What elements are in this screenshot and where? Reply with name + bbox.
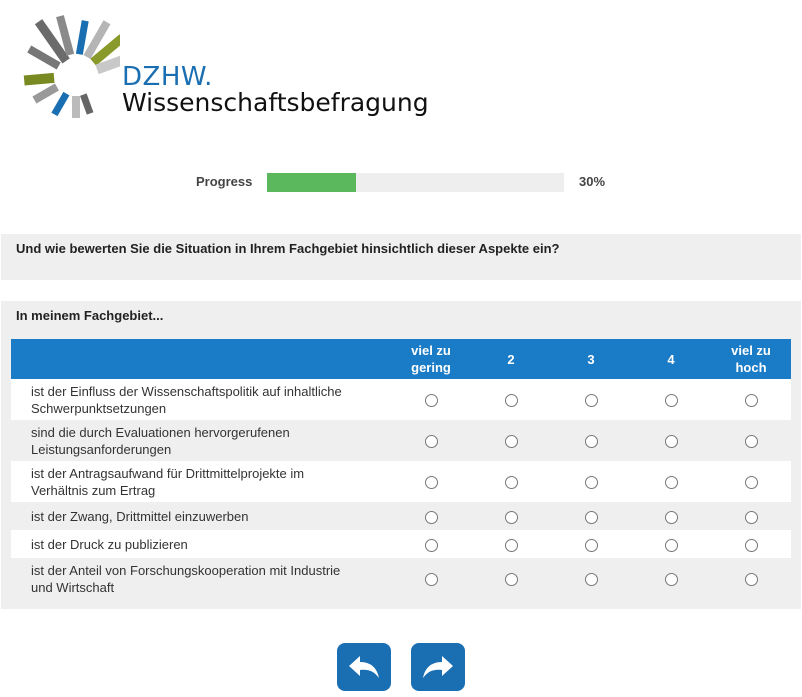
progress-track [267, 173, 564, 192]
column-header-1-line2: gering [411, 360, 451, 375]
progress-indicator: Progress 30% [196, 172, 616, 192]
statement-2-line2: Leistungsanforderungen [31, 441, 172, 457]
radio-option[interactable] [424, 538, 438, 552]
statement-1-line1: ist der Einfluss der Wissenschaftspoliti… [31, 383, 342, 399]
dzhw-logo: DZHW. Wissenschaftsbefragung [20, 8, 429, 120]
matrix-heading: In meinem Fachgebiet... [16, 308, 164, 323]
column-header-5: viel zu hoch [711, 339, 791, 379]
table-row: ist der Antragsaufwand für Drittmittelpr… [11, 461, 791, 502]
table-row: ist der Druck zu publizieren [11, 530, 791, 558]
radio-option[interactable] [744, 573, 758, 587]
statement-2: sind die durch Evaluationen hervorgerufe… [11, 420, 391, 461]
statement-4: ist der Zwang, Drittmittel einzuwerben [11, 502, 391, 530]
radio-option[interactable] [504, 538, 518, 552]
radio-option[interactable] [584, 573, 598, 587]
matrix-header-row: viel zu gering 2 3 4 viel zu hoch [11, 339, 791, 379]
table-row: ist der Einfluss der Wissenschaftspoliti… [11, 379, 791, 420]
statement-3-line2: Verhältnis zum Ertrag [31, 482, 156, 498]
radio-option[interactable] [664, 573, 678, 587]
statement-1-line2: Schwerpunktsetzungen [31, 400, 167, 416]
column-header-5-line2: hoch [735, 360, 767, 375]
radio-option[interactable] [424, 435, 438, 449]
radio-option[interactable] [584, 538, 598, 552]
table-row: ist der Anteil von Forschungskooperation… [11, 558, 791, 599]
radio-option[interactable] [424, 394, 438, 408]
progress-percent: 30% [579, 174, 606, 189]
radio-option[interactable] [504, 510, 518, 524]
radio-option[interactable] [744, 394, 758, 408]
radio-option[interactable] [744, 510, 758, 524]
arrow-back-icon [349, 656, 379, 678]
statement-2-line1: sind die durch Evaluationen hervorgerufe… [31, 424, 290, 440]
arrow-forward-icon [423, 656, 453, 678]
question-panel: Und wie bewerten Sie die Situation in Ih… [1, 234, 801, 280]
statement-6: ist der Anteil von Forschungskooperation… [11, 558, 391, 599]
radio-option[interactable] [504, 394, 518, 408]
radio-option[interactable] [424, 573, 438, 587]
statement-column-header [11, 339, 391, 379]
progress-label: Progress [196, 174, 253, 189]
statement-6-line2: und Wirtschaft [31, 579, 115, 595]
back-button[interactable] [337, 643, 391, 691]
radio-option[interactable] [584, 476, 598, 490]
table-row: ist der Zwang, Drittmittel einzuwerben [11, 502, 791, 530]
radio-option[interactable] [424, 476, 438, 490]
statement-3: ist der Antragsaufwand für Drittmittelpr… [11, 461, 391, 502]
table-row: sind die durch Evaluationen hervorgerufe… [11, 420, 791, 461]
column-header-5-line1: viel zu [731, 343, 771, 358]
radio-option[interactable] [424, 510, 438, 524]
column-header-3: 3 [551, 339, 631, 379]
column-header-1-line1: viel zu [411, 343, 451, 358]
radio-option[interactable] [664, 394, 678, 408]
column-header-2: 2 [471, 339, 551, 379]
radio-option[interactable] [584, 510, 598, 524]
radio-option[interactable] [664, 476, 678, 490]
statement-3-line1: ist der Antragsaufwand für Drittmittelpr… [31, 465, 305, 481]
statement-1: ist der Einfluss der Wissenschaftspoliti… [11, 379, 391, 420]
question-text: Und wie bewerten Sie die Situation in Ih… [16, 241, 560, 256]
radio-option[interactable] [584, 435, 598, 449]
logo-subtitle: Wissenschaftsbefragung [122, 88, 429, 117]
logo-brand: DZHW. [122, 62, 213, 92]
progress-fill [267, 173, 357, 192]
matrix-panel: In meinem Fachgebiet... viel zu gering 2 … [1, 301, 801, 609]
statement-6-line1: ist der Anteil von Forschungskooperation… [31, 562, 341, 578]
radio-option[interactable] [744, 476, 758, 490]
radio-option[interactable] [664, 538, 678, 552]
statement-5: ist der Druck zu publizieren [11, 530, 391, 558]
column-header-1: viel zu gering [391, 339, 471, 379]
radio-option[interactable] [744, 538, 758, 552]
rating-matrix: viel zu gering 2 3 4 viel zu hoch ist der … [11, 339, 791, 599]
radio-option[interactable] [504, 435, 518, 449]
radio-option[interactable] [584, 394, 598, 408]
radio-option[interactable] [664, 510, 678, 524]
radio-option[interactable] [744, 435, 758, 449]
next-button[interactable] [411, 643, 465, 691]
radio-option[interactable] [664, 435, 678, 449]
column-header-4: 4 [631, 339, 711, 379]
radio-option[interactable] [504, 476, 518, 490]
logo-burst-icon [23, 15, 120, 118]
radio-option[interactable] [504, 573, 518, 587]
